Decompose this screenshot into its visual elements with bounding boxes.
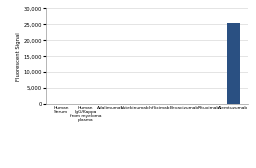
Y-axis label: Fluorescent Signal: Fluorescent Signal [16,32,21,81]
Bar [227,23,240,104]
